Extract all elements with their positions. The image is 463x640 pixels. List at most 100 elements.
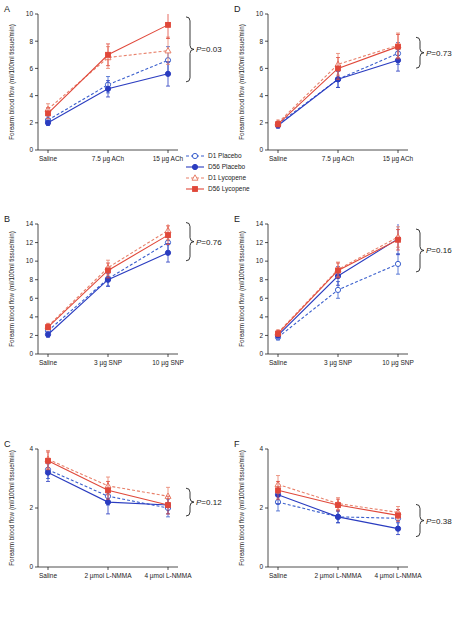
error-bar-cap	[106, 76, 110, 77]
p-number: =0.38	[431, 517, 452, 526]
x-tick	[338, 567, 339, 570]
marker	[46, 111, 51, 116]
marker	[335, 514, 340, 519]
panel: DForearm blood flow (ml/100ml tissue/min…	[234, 4, 452, 163]
error-bar-cap	[106, 499, 110, 500]
error-bar	[276, 121, 280, 126]
error-bar	[276, 481, 280, 499]
error-bar	[336, 263, 340, 278]
y-tick	[265, 14, 268, 15]
marker	[396, 44, 401, 49]
y-tick	[35, 14, 38, 15]
error-bar-cap	[106, 513, 110, 514]
error-bar-cap	[166, 516, 170, 517]
p-value: P=0.12	[196, 498, 222, 507]
error-bar-cap	[336, 277, 340, 278]
error-bar	[46, 452, 50, 470]
error-bar-cap	[396, 71, 400, 72]
data-group	[275, 33, 401, 128]
y-tick	[265, 261, 268, 262]
error-bar-cap	[336, 57, 340, 58]
error-bar-cap	[336, 522, 340, 523]
error-bar	[46, 332, 50, 338]
error-bar-cap	[106, 43, 110, 44]
x-tick-label: 15 µg ACh	[383, 155, 414, 163]
series-line	[48, 459, 168, 496]
error-bar-cap	[336, 497, 340, 498]
error-bar	[46, 324, 50, 330]
y-tick	[35, 508, 38, 509]
y-tick	[265, 242, 268, 243]
error-bar-cap	[336, 510, 340, 511]
x-tick-label: Saline	[39, 572, 57, 579]
y-tick	[35, 279, 38, 280]
series-line	[48, 235, 168, 327]
y-tick-label: 12	[26, 239, 34, 246]
error-bar-cap	[336, 510, 340, 511]
p-number: =0.76	[201, 238, 222, 247]
p-value: P=0.16	[426, 246, 452, 255]
error-bar-cap	[396, 34, 400, 35]
series-line	[278, 53, 398, 124]
series-line	[278, 60, 398, 125]
error-bar	[106, 81, 110, 97]
y-axis	[268, 14, 269, 150]
y-axis	[268, 224, 269, 354]
y-tick-label: 0	[259, 563, 263, 570]
series-line	[48, 60, 168, 120]
y-tick-label: 2	[29, 119, 33, 126]
panel-title: F	[234, 439, 240, 449]
marker	[105, 500, 110, 505]
data-group	[45, 14, 171, 126]
x-tick	[398, 567, 399, 570]
x-tick	[48, 150, 49, 153]
series-line	[48, 461, 168, 505]
error-bar-cap	[166, 487, 170, 488]
y-tick-label: 8	[259, 38, 263, 45]
error-bar-cap	[396, 509, 400, 510]
series-line	[48, 231, 168, 327]
x-tick-label: Saline	[269, 359, 287, 366]
y-tick	[35, 150, 38, 151]
error-bar-cap	[276, 475, 280, 476]
error-bar-cap	[336, 285, 340, 286]
error-bar	[336, 511, 340, 523]
error-bar-cap	[166, 513, 170, 514]
p-value: P=0.03	[196, 45, 222, 54]
y-tick	[265, 279, 268, 280]
y-tick-label: 8	[29, 276, 33, 283]
legend-label: D56 Lycopene	[208, 185, 250, 193]
marker	[166, 233, 171, 238]
y-tick-label: 6	[29, 65, 33, 72]
marker	[165, 250, 170, 255]
y-tick-label: 2	[259, 119, 263, 126]
marker	[336, 66, 341, 71]
marker	[106, 52, 111, 57]
y-axis-label: Forearm blood flow (ml/100ml tissue/min)	[238, 24, 246, 139]
x-tick-label: 4 µmol L-NMMA	[374, 572, 422, 580]
error-bar-cap	[336, 522, 340, 523]
y-axis-label: Forearm blood flow (ml/100ml tissue/min)	[8, 24, 16, 139]
data-group	[275, 224, 401, 340]
y-tick	[35, 335, 38, 336]
panel-title: B	[4, 214, 10, 224]
error-bar	[396, 509, 400, 521]
error-bar	[336, 511, 340, 523]
x-tick-label: Saline	[39, 155, 57, 162]
y-tick	[265, 508, 268, 509]
error-bar-cap	[336, 298, 340, 299]
bracket	[186, 488, 194, 516]
error-bar	[276, 331, 280, 337]
error-bar	[106, 481, 110, 499]
marker	[165, 48, 171, 53]
error-bar-cap	[46, 118, 50, 119]
x-tick	[168, 354, 169, 357]
panel-title: E	[234, 214, 240, 224]
error-bar-cap	[46, 450, 50, 451]
y-tick-label: 6	[259, 65, 263, 72]
legend-marker	[192, 164, 197, 169]
marker	[335, 287, 340, 292]
p-value: P=0.73	[426, 49, 452, 58]
legend-label: D1 Placebo	[208, 152, 242, 159]
error-bar-cap	[396, 250, 400, 251]
